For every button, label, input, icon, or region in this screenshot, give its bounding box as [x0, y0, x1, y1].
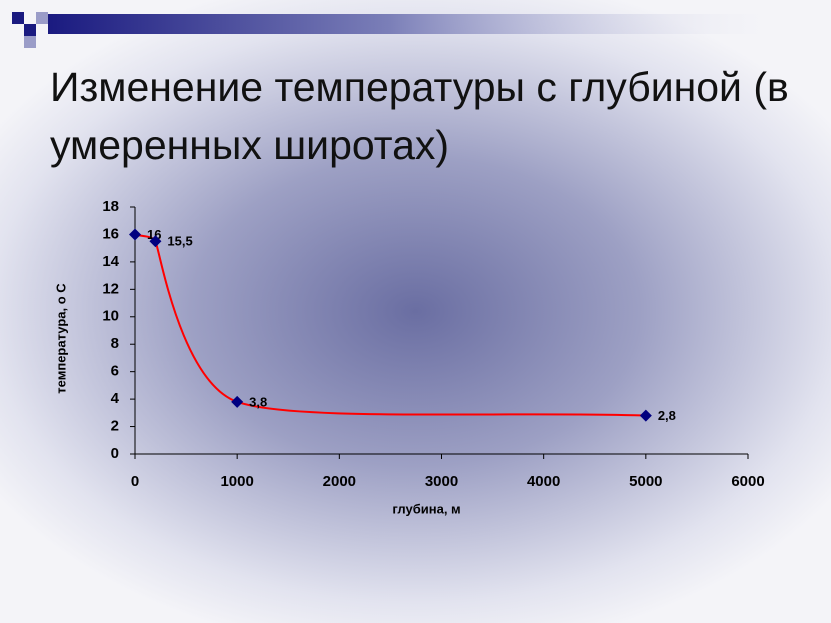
y-tick-label: 18	[102, 198, 119, 215]
x-tick-label: 0	[131, 473, 139, 490]
x-tick-label: 3000	[425, 473, 458, 490]
y-tick-label: 10	[102, 308, 119, 325]
y-tick-label: 6	[111, 363, 119, 380]
data-label: 15,5	[167, 234, 192, 249]
y-axis-label: температура, о С	[53, 283, 68, 394]
data-label: 2,8	[658, 408, 676, 423]
y-tick-label: 14	[102, 253, 119, 270]
x-axis-label: глубина, м	[392, 501, 460, 516]
marker	[129, 228, 141, 241]
y-tick-label: 8	[111, 335, 119, 352]
x-tick-label: 4000	[527, 473, 560, 490]
chart-title: Изменение температуры с глубиной (в умер…	[50, 64, 789, 168]
line	[134, 233, 646, 417]
decoration	[12, 12, 808, 48]
data-label: 3,8	[249, 394, 267, 409]
marker	[231, 395, 244, 408]
y-tick-label: 2	[111, 418, 119, 435]
marker	[639, 409, 652, 422]
x-tick-label: 6000	[731, 473, 764, 490]
x-tick-label: 2000	[323, 473, 356, 490]
x-tick-label: 5000	[629, 473, 662, 490]
marker	[149, 235, 162, 248]
y-tick-label: 12	[102, 280, 119, 297]
x-tick-label: 1000	[220, 473, 253, 490]
y-tick-label: 16	[102, 225, 119, 242]
y-tick-label: 0	[111, 445, 119, 462]
y-tick-label: 4	[111, 390, 120, 407]
